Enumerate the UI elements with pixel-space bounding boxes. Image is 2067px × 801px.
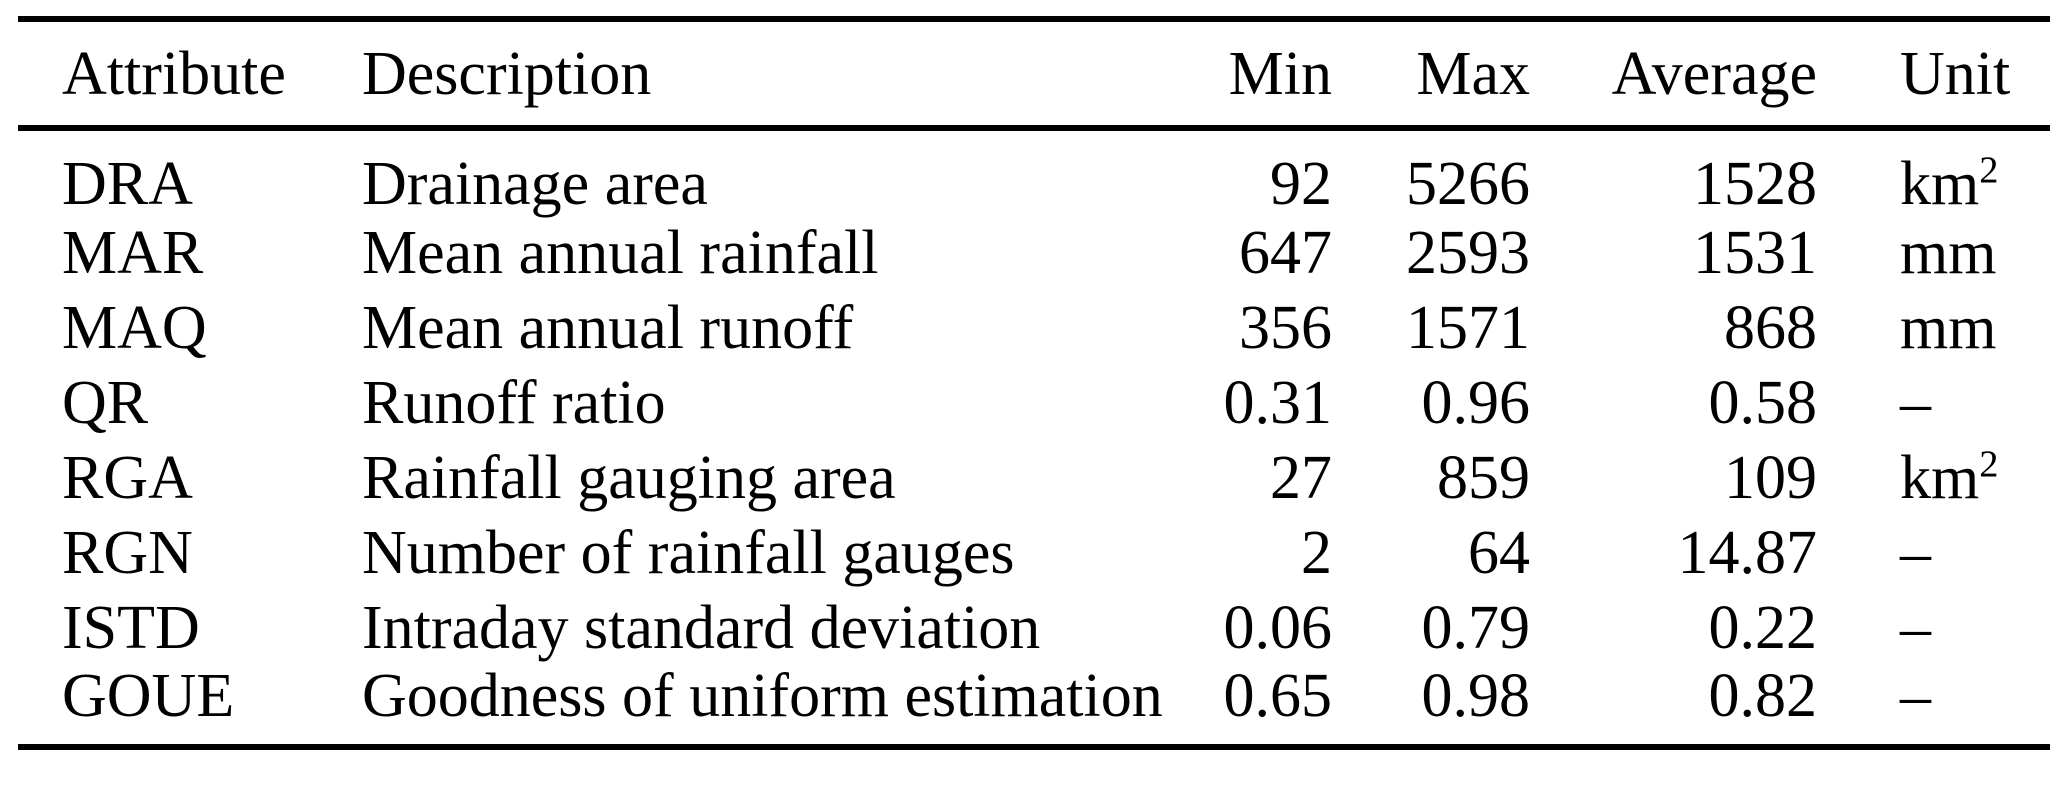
cell-attribute: DRA — [62, 150, 193, 218]
cell-min: 0.65 — [1223, 662, 1333, 730]
cell-description: Number of rainfall gauges — [362, 518, 1015, 587]
cell-description: Goodness of uniform estimation — [362, 662, 1163, 730]
unit-superscript: 2 — [1979, 149, 1999, 192]
header-description: Description — [362, 39, 652, 108]
cell-unit: km2 — [1817, 128, 2050, 215]
cell-average: 1528 — [1693, 150, 1817, 218]
header-attribute: Attribute — [62, 39, 286, 108]
cell-max: 1571 — [1406, 293, 1530, 362]
cell-description: Runoff ratio — [362, 368, 666, 437]
cell-unit: mm — [1817, 290, 2050, 365]
table-body: DRA Drainage area 92 5266 1528 km2 MAR M… — [18, 128, 2050, 747]
cell-max: 0.96 — [1421, 368, 1531, 437]
cell-min: 356 — [1239, 293, 1332, 362]
cell-average: 109 — [1724, 443, 1817, 512]
table-row: DRA Drainage area 92 5266 1528 km2 — [18, 128, 2050, 215]
table-row: RGA Rainfall gauging area 27 859 109 km2 — [18, 440, 2050, 515]
table-header: Attribute Description Min Max Average Un… — [18, 19, 2050, 128]
table-row: MAR Mean annual rainfall 647 2593 1531 m… — [18, 215, 2050, 290]
header-average: Average — [1611, 39, 1817, 108]
cell-average: 14.87 — [1677, 518, 1818, 587]
unit-base: – — [1900, 518, 1931, 587]
cell-min: 2 — [1301, 518, 1332, 587]
cell-attribute: MAR — [62, 218, 204, 287]
attribute-statistics-table: Attribute Description Min Max Average Un… — [18, 16, 2050, 750]
cell-unit: – — [1817, 515, 2050, 590]
cell-average: 0.22 — [1708, 593, 1818, 662]
cell-unit: – — [1817, 365, 2050, 440]
unit-base: – — [1900, 662, 1931, 730]
cell-max: 0.79 — [1421, 593, 1531, 662]
cell-min: 647 — [1239, 218, 1332, 287]
cell-description: Drainage area — [362, 150, 708, 218]
cell-description: Rainfall gauging area — [362, 443, 896, 512]
header-row: Attribute Description Min Max Average Un… — [18, 19, 2050, 128]
cell-description: Intraday standard deviation — [362, 593, 1041, 662]
cell-attribute: ISTD — [62, 593, 200, 662]
unit-base: – — [1900, 593, 1931, 662]
cell-attribute: RGN — [62, 518, 193, 587]
unit-base: km — [1900, 150, 1980, 218]
unit-base: – — [1900, 368, 1931, 437]
cell-min: 92 — [1270, 150, 1332, 218]
unit-base: mm — [1900, 218, 1997, 287]
header-min: Min — [1228, 39, 1332, 108]
cell-average: 0.58 — [1708, 368, 1818, 437]
cell-average: 868 — [1724, 293, 1817, 362]
cell-average: 0.82 — [1708, 662, 1818, 730]
cell-description: Mean annual runoff — [362, 293, 854, 362]
cell-max: 859 — [1437, 443, 1530, 512]
cell-attribute: QR — [62, 368, 149, 437]
unit-base: km — [1900, 443, 1980, 512]
cell-max: 0.98 — [1421, 662, 1531, 730]
cell-unit: km2 — [1817, 440, 2050, 515]
cell-attribute: MAQ — [62, 293, 207, 362]
cell-unit: – — [1817, 665, 2050, 747]
cell-min: 0.06 — [1223, 593, 1333, 662]
table-row: QR Runoff ratio 0.31 0.96 0.58 – — [18, 365, 2050, 440]
table-row: ISTD Intraday standard deviation 0.06 0.… — [18, 590, 2050, 665]
cell-min: 0.31 — [1223, 368, 1333, 437]
cell-max: 2593 — [1406, 218, 1530, 287]
header-max: Max — [1416, 39, 1530, 108]
cell-max: 5266 — [1406, 150, 1530, 218]
cell-average: 1531 — [1693, 218, 1817, 287]
header-unit: Unit — [1900, 39, 2011, 108]
table-row: MAQ Mean annual runoff 356 1571 868 mm — [18, 290, 2050, 365]
cell-unit: mm — [1817, 215, 2050, 290]
cell-min: 27 — [1270, 443, 1332, 512]
table-row: RGN Number of rainfall gauges 2 64 14.87… — [18, 515, 2050, 590]
cell-max: 64 — [1468, 518, 1530, 587]
unit-superscript: 2 — [1979, 442, 1999, 485]
table-row: GOUE Goodness of uniform estimation 0.65… — [18, 665, 2050, 747]
cell-attribute: RGA — [62, 443, 193, 512]
unit-base: mm — [1900, 293, 1997, 362]
cell-unit: – — [1817, 590, 2050, 665]
cell-attribute: GOUE — [62, 662, 235, 730]
cell-description: Mean annual rainfall — [362, 218, 879, 287]
